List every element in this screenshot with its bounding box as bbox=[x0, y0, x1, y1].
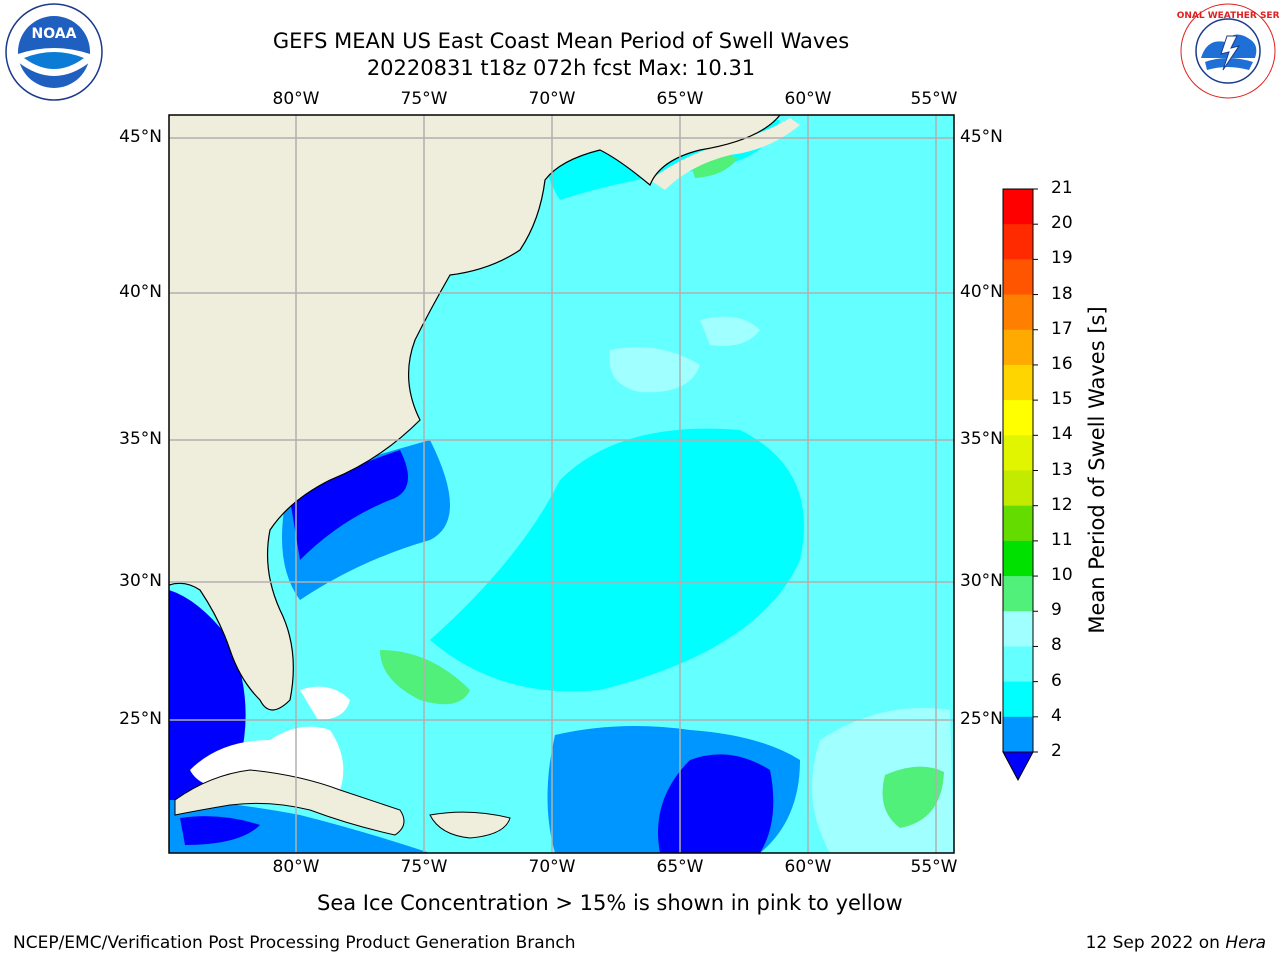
colorbar-tick-label: 11 bbox=[1051, 529, 1073, 550]
field-band-2 bbox=[658, 754, 774, 853]
colorbar-label: Mean Period of Swell Waves [s] bbox=[1085, 306, 1109, 634]
footer-date-text: 12 Sep 2022 on bbox=[1085, 933, 1226, 953]
colorbar-segment bbox=[1003, 716, 1033, 753]
colorbar-segment bbox=[1003, 294, 1033, 331]
footer-branch: NCEP/EMC/Verification Post Processing Pr… bbox=[13, 933, 576, 953]
lon-tick-top: 65°W bbox=[656, 89, 704, 109]
noaa-logo: NOAA bbox=[5, 3, 103, 101]
svg-text:NOAA: NOAA bbox=[32, 26, 77, 42]
lon-tick-top: 75°W bbox=[400, 89, 448, 109]
colorbar-segment bbox=[1003, 540, 1033, 577]
land-nova-scotia bbox=[650, 118, 800, 190]
colorbar-extend-arrow bbox=[1002, 751, 1034, 782]
land-north-america bbox=[169, 115, 780, 710]
svg-text:NATIONAL WEATHER SERVICE: NATIONAL WEATHER SERVICE bbox=[1177, 11, 1279, 21]
lon-tick-bottom: 60°W bbox=[784, 857, 832, 877]
colorbar-segment bbox=[1003, 189, 1033, 225]
colorbar-segment bbox=[1003, 259, 1033, 296]
title-line-2: 20220831 t18z 072h fcst Max: 10.31 bbox=[366, 56, 756, 80]
title-line-1: GEFS MEAN US East Coast Mean Period of S… bbox=[272, 29, 850, 53]
lon-tick-top: 80°W bbox=[272, 89, 320, 109]
colorbar-segment bbox=[1003, 400, 1033, 436]
lon-tick-bottom: 65°W bbox=[656, 857, 704, 877]
footer-date: 12 Sep 2022 on Hera bbox=[1086, 933, 1266, 953]
lat-tick-left: 45°N bbox=[119, 127, 162, 147]
lon-tick-top: 60°W bbox=[784, 89, 832, 109]
map-frame bbox=[168, 114, 955, 854]
field-band-2b bbox=[290, 450, 408, 560]
colorbar-segment bbox=[1003, 576, 1033, 612]
lat-tick-right: 45°N bbox=[960, 127, 1003, 147]
land-hispaniola bbox=[429, 811, 511, 839]
lon-tick-bottom: 70°W bbox=[528, 857, 576, 877]
colorbar-tick-label: 13 bbox=[1051, 459, 1073, 480]
colorbar-segment bbox=[1003, 470, 1033, 507]
field-band-9 bbox=[380, 650, 470, 705]
colorbar-tick-label: 2 bbox=[1051, 741, 1062, 761]
lon-tick-bottom: 55°W bbox=[910, 857, 958, 877]
lat-tick-right: 30°N bbox=[960, 571, 1003, 591]
field-band-8 bbox=[609, 347, 700, 393]
footer-host: Hera bbox=[1225, 933, 1266, 953]
colorbar-tick-label: 8 bbox=[1051, 635, 1062, 656]
colorbar-tick-label: 12 bbox=[1051, 494, 1073, 515]
lat-tick-left: 30°N bbox=[119, 571, 162, 591]
colorbar-tick-label: 15 bbox=[1051, 389, 1073, 410]
colorbar-tick-label: 20 bbox=[1051, 213, 1073, 234]
colorbar-segment bbox=[1003, 364, 1033, 401]
colorbar-tick-label: 16 bbox=[1051, 353, 1073, 374]
colorbar-tick-label: 18 bbox=[1051, 283, 1073, 304]
colorbar bbox=[1002, 188, 1038, 782]
field-band-2c bbox=[169, 590, 246, 853]
field-band-6 bbox=[430, 428, 804, 692]
colorbar-tick-label: 9 bbox=[1051, 600, 1062, 621]
lon-tick-top: 70°W bbox=[528, 89, 576, 109]
lat-tick-right: 25°N bbox=[960, 709, 1003, 729]
lon-tick-bottom: 80°W bbox=[272, 857, 320, 877]
lat-tick-left: 25°N bbox=[119, 709, 162, 729]
lat-tick-left: 40°N bbox=[119, 282, 162, 302]
colorbar-segment bbox=[1003, 435, 1033, 471]
coastline bbox=[169, 115, 781, 711]
colorbar-segment bbox=[1003, 505, 1033, 542]
no-data-area-b bbox=[300, 686, 350, 720]
colorbar-segment bbox=[1003, 681, 1033, 718]
lat-tick-right: 35°N bbox=[960, 429, 1003, 449]
field-band-8c bbox=[700, 316, 760, 346]
map-grid bbox=[169, 115, 954, 853]
field-band-2d bbox=[180, 816, 260, 845]
colorbar-tick-label: 4 bbox=[1051, 705, 1062, 726]
field-band-9b bbox=[882, 766, 944, 828]
colorbar-tick-label: 21 bbox=[1051, 178, 1073, 198]
colorbar-tick-label: 19 bbox=[1051, 248, 1073, 269]
lat-tick-right: 40°N bbox=[960, 282, 1003, 302]
colorbar-tick-label: 6 bbox=[1051, 670, 1062, 691]
lon-tick-bottom: 75°W bbox=[400, 857, 448, 877]
nws-logo: NATIONAL WEATHER SERVICE bbox=[1177, 3, 1279, 99]
lon-tick-top: 55°W bbox=[910, 89, 958, 109]
colorbar-segment bbox=[1003, 224, 1033, 260]
colorbar-tick-label: 14 bbox=[1051, 424, 1073, 445]
field-band-4c bbox=[169, 800, 430, 853]
sea-ice-note: Sea Ice Concentration > 15% is shown in … bbox=[317, 891, 903, 915]
colorbar-tick-label: 17 bbox=[1051, 318, 1073, 339]
land-cuba bbox=[174, 769, 405, 836]
colorbar-segment bbox=[1003, 646, 1033, 683]
lat-tick-left: 35°N bbox=[119, 429, 162, 449]
colorbar-segment bbox=[1003, 611, 1033, 647]
colorbar-segment bbox=[1003, 329, 1033, 366]
colorbar-tick-label: 10 bbox=[1051, 565, 1073, 586]
